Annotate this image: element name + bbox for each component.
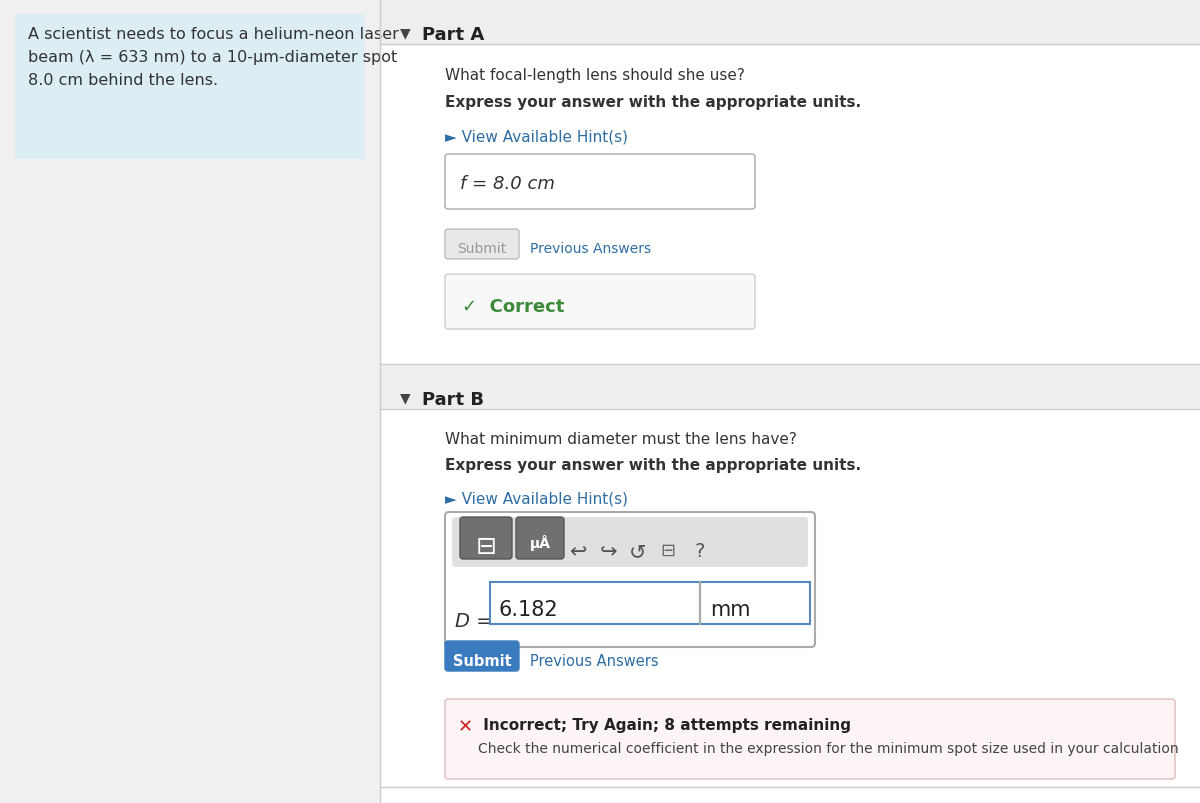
Text: D =: D = [455,611,493,630]
Text: Express your answer with the appropriate units.: Express your answer with the appropriate… [445,95,862,110]
Text: Submit: Submit [452,653,511,668]
Text: ⊟: ⊟ [475,534,497,558]
Text: ?: ? [695,541,706,560]
Text: 8.0 cm behind the lens.: 8.0 cm behind the lens. [28,73,218,88]
Text: ▼: ▼ [400,26,410,40]
FancyBboxPatch shape [16,15,365,160]
Text: beam (λ = 633 nm) to a 10-μm-diameter spot: beam (λ = 633 nm) to a 10-μm-diameter sp… [28,50,397,65]
Text: What minimum diameter must the lens have?: What minimum diameter must the lens have… [445,431,797,446]
FancyBboxPatch shape [516,517,564,560]
FancyBboxPatch shape [445,699,1175,779]
Text: ► View Available Hint(s): ► View Available Hint(s) [445,130,628,145]
Text: Part A: Part A [422,26,485,44]
FancyBboxPatch shape [445,642,520,671]
Text: What focal-length lens should she use?: What focal-length lens should she use? [445,68,745,83]
Text: ▼: ▼ [400,390,410,405]
Text: Incorrect; Try Again; 8 attempts remaining: Incorrect; Try Again; 8 attempts remaini… [478,717,851,732]
FancyBboxPatch shape [452,517,808,567]
FancyBboxPatch shape [445,275,755,329]
Text: Previous Answers: Previous Answers [530,242,652,255]
FancyBboxPatch shape [380,0,1200,803]
FancyBboxPatch shape [445,155,755,210]
FancyBboxPatch shape [445,230,520,259]
Text: f = 8.0 cm: f = 8.0 cm [460,175,554,193]
Text: ► View Available Hint(s): ► View Available Hint(s) [445,491,628,507]
FancyBboxPatch shape [490,582,700,624]
Text: ✕: ✕ [458,717,473,735]
FancyBboxPatch shape [460,517,512,560]
Text: A scientist needs to focus a helium-neon laser: A scientist needs to focus a helium-neon… [28,27,398,42]
Text: Express your answer with the appropriate units.: Express your answer with the appropriate… [445,458,862,472]
FancyBboxPatch shape [380,365,1200,410]
Text: Previous Answers: Previous Answers [530,653,659,668]
Text: ✓  Correct: ✓ Correct [462,298,564,316]
Text: ↩: ↩ [569,541,587,561]
Text: Submit: Submit [457,242,506,255]
Text: ↪: ↪ [599,541,617,561]
FancyBboxPatch shape [700,582,810,624]
Text: Check the numerical coefficient in the expression for the minimum spot size used: Check the numerical coefficient in the e… [478,741,1178,755]
Text: ⊟: ⊟ [660,541,676,560]
Text: mm: mm [710,599,750,619]
FancyBboxPatch shape [380,0,1200,45]
Text: μÅ: μÅ [529,534,551,550]
FancyBboxPatch shape [445,512,815,647]
Text: Part B: Part B [422,390,484,409]
Text: ↺: ↺ [629,541,647,561]
Text: 6.182: 6.182 [498,599,558,619]
